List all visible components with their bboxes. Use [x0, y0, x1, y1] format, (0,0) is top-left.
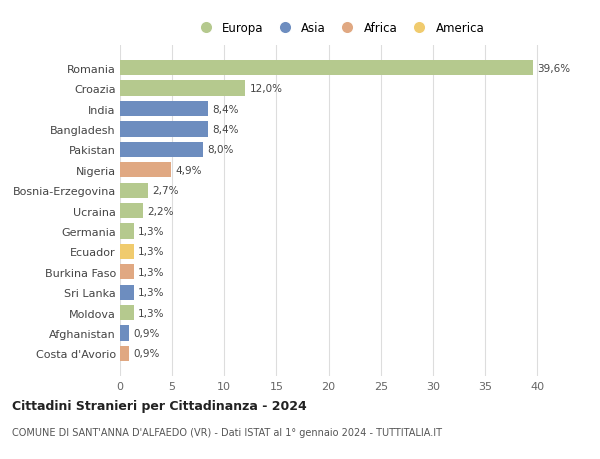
Bar	[120, 203, 143, 219]
Bar	[120, 183, 148, 198]
Bar	[120, 122, 208, 137]
Bar	[120, 346, 130, 361]
Bar	[120, 264, 134, 280]
Bar	[120, 81, 245, 96]
Bar	[120, 224, 134, 239]
Text: 39,6%: 39,6%	[537, 63, 570, 73]
Text: 2,2%: 2,2%	[147, 206, 173, 216]
Text: 12,0%: 12,0%	[250, 84, 283, 94]
Bar	[120, 163, 171, 178]
Text: 2,7%: 2,7%	[152, 186, 179, 196]
Bar	[120, 285, 134, 300]
Text: COMUNE DI SANT'ANNA D'ALFAEDO (VR) - Dati ISTAT al 1° gennaio 2024 - TUTTITALIA.: COMUNE DI SANT'ANNA D'ALFAEDO (VR) - Dat…	[12, 427, 442, 437]
Text: 1,3%: 1,3%	[138, 227, 164, 236]
Text: 1,3%: 1,3%	[138, 288, 164, 297]
Bar	[120, 101, 208, 117]
Text: 8,4%: 8,4%	[212, 104, 238, 114]
Text: 1,3%: 1,3%	[138, 267, 164, 277]
Bar	[120, 244, 134, 259]
Text: 4,9%: 4,9%	[175, 165, 202, 175]
Text: 0,9%: 0,9%	[134, 349, 160, 359]
Text: 8,4%: 8,4%	[212, 125, 238, 134]
Bar	[120, 61, 533, 76]
Text: 1,3%: 1,3%	[138, 308, 164, 318]
Legend: Europa, Asia, Africa, America: Europa, Asia, Africa, America	[190, 19, 488, 39]
Bar	[120, 305, 134, 321]
Text: 0,9%: 0,9%	[134, 328, 160, 338]
Bar	[120, 142, 203, 158]
Text: 1,3%: 1,3%	[138, 247, 164, 257]
Text: Cittadini Stranieri per Cittadinanza - 2024: Cittadini Stranieri per Cittadinanza - 2…	[12, 399, 307, 412]
Bar	[120, 326, 130, 341]
Text: 8,0%: 8,0%	[208, 145, 234, 155]
